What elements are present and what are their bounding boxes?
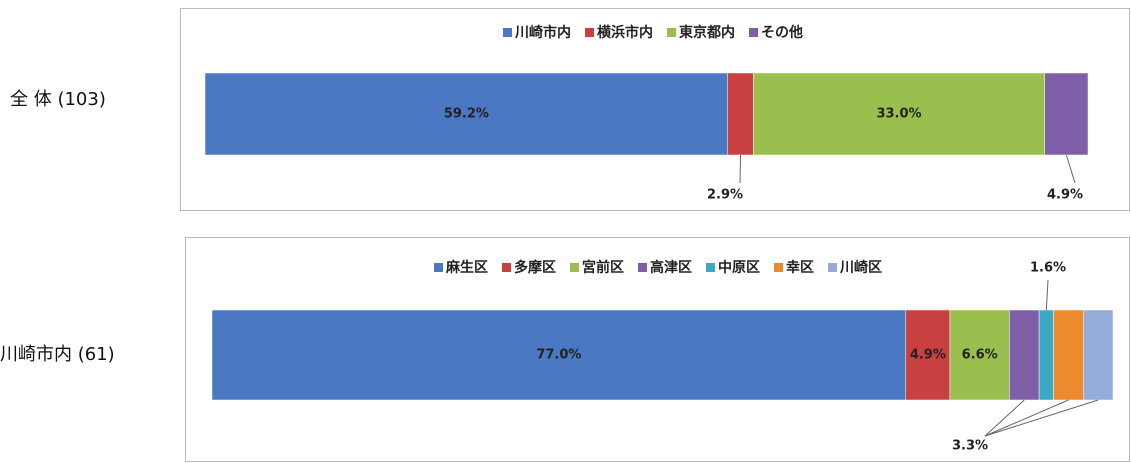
- legend-label: 中原区: [718, 259, 760, 276]
- legend-swatch: [706, 263, 715, 272]
- legend-label: 宮前区: [582, 259, 624, 276]
- leader-line: [1045, 279, 1049, 311]
- leader-line: [1065, 154, 1076, 184]
- legend-swatch: [828, 263, 837, 272]
- legend-label: 川崎区: [839, 259, 882, 276]
- legend-label: その他: [761, 24, 803, 41]
- legend-label: 東京都内: [679, 24, 735, 41]
- legend-label: 横浜市内: [597, 24, 653, 41]
- bar-segment: [204, 72, 728, 156]
- bar-segment: [1038, 309, 1054, 401]
- data-label: 6.6%: [962, 348, 998, 363]
- legend-label: 高津区: [650, 259, 692, 276]
- leader-line: [739, 154, 742, 184]
- legend-swatch: [638, 263, 647, 272]
- legend-swatch: [774, 263, 783, 272]
- data-label: 4.9%: [910, 348, 946, 363]
- data-label: 33.0%: [876, 107, 921, 122]
- legend-label: 多摩区: [514, 259, 556, 276]
- legend-swatch: [502, 263, 511, 272]
- row-label: 川崎市内 (61): [0, 344, 115, 365]
- data-label: 1.6%: [1030, 261, 1066, 276]
- leader-line: [984, 399, 1025, 437]
- bar-segment: [753, 72, 1045, 156]
- legend-label: 麻生区: [445, 259, 488, 276]
- data-label: 59.2%: [444, 107, 489, 122]
- bar-segment: [1044, 72, 1089, 156]
- legend-label: 川崎市内: [514, 24, 571, 41]
- legend-swatch: [585, 28, 594, 37]
- row-label: 全 体 (103): [10, 89, 106, 110]
- bar-segment: [1083, 309, 1114, 401]
- legend-swatch: [749, 28, 758, 37]
- legend-label: 幸区: [786, 259, 814, 276]
- bar-segment: [905, 309, 951, 401]
- bar-segment: [211, 309, 907, 401]
- leader-line: [984, 399, 1099, 437]
- data-label: 77.0%: [536, 348, 581, 363]
- data-label: 2.9%: [707, 188, 743, 203]
- bar-segment: [727, 72, 754, 156]
- bar-segment: [1053, 309, 1084, 401]
- bar-segment: [1009, 309, 1040, 401]
- legend-swatch: [667, 28, 676, 37]
- legend-swatch: [434, 263, 443, 272]
- data-label: 4.9%: [1047, 188, 1083, 203]
- legend-swatch: [570, 263, 579, 272]
- data-label: 3.3%: [952, 439, 988, 454]
- leader-line: [984, 399, 1069, 437]
- legend-swatch: [503, 28, 512, 37]
